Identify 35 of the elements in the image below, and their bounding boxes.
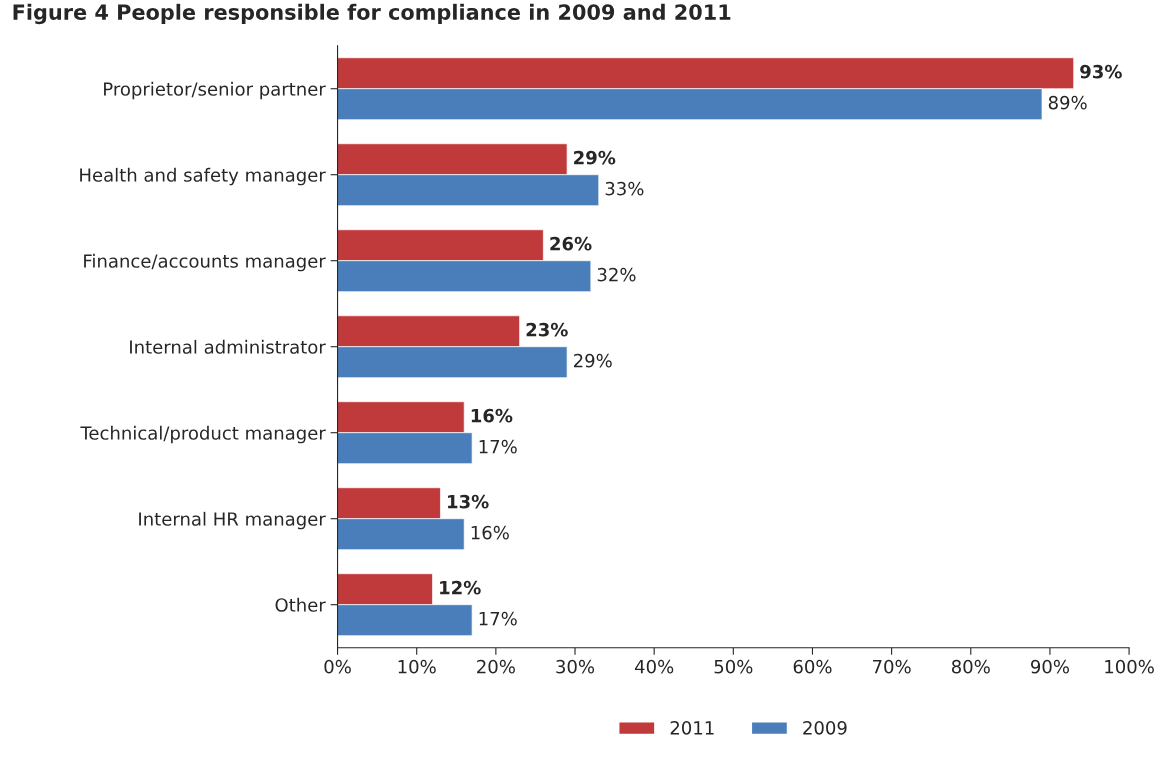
data-label: 93%	[1080, 64, 1122, 79]
data-label: 33%	[605, 181, 644, 196]
y-tick-label: Internal administrator	[130, 339, 326, 354]
x-tick-label: 60%	[793, 659, 832, 674]
data-label: 29%	[573, 353, 612, 368]
x-tick-label: 80%	[951, 659, 990, 674]
legend-label: 2009	[803, 720, 847, 735]
data-label: 16%	[471, 525, 509, 540]
data-label: 32%	[597, 267, 636, 282]
x-tick-label: 30%	[556, 659, 595, 674]
x-tick-label: 50%	[714, 659, 753, 674]
data-label: 12%	[440, 580, 481, 595]
data-label: 23%	[526, 322, 568, 337]
y-tick-label: Technical/product manager	[80, 425, 326, 444]
data-label: 13%	[448, 494, 489, 509]
data-label: 26%	[550, 236, 592, 251]
y-tick-label: Finance/accounts manager	[84, 253, 326, 272]
data-label: 29%	[574, 150, 616, 165]
x-tick-label: 100%	[1105, 659, 1154, 674]
data-label: 89%	[1048, 95, 1087, 110]
legend-label: 2011	[670, 720, 714, 735]
x-tick-label: 70%	[873, 659, 911, 674]
x-tick-label: 0%	[324, 659, 351, 674]
x-tick-label: 20%	[477, 659, 515, 674]
x-tick-label: 40%	[634, 659, 674, 674]
y-tick-label: Internal HR manager	[139, 511, 326, 530]
y-tick-label: Health and safety manager	[80, 167, 326, 186]
data-label: 17%	[479, 611, 517, 626]
y-tick-label: Other	[275, 597, 326, 612]
data-label: 16%	[471, 408, 513, 423]
data-label: 17%	[479, 439, 517, 454]
chart-title: Figure 4 People responsible for compliance in 2009 and 2011	[13, 3, 731, 25]
x-tick-label: 10%	[398, 659, 436, 674]
y-tick-label: Proprietor/senior partner	[104, 81, 326, 100]
x-tick-label: 90%	[1031, 659, 1069, 674]
